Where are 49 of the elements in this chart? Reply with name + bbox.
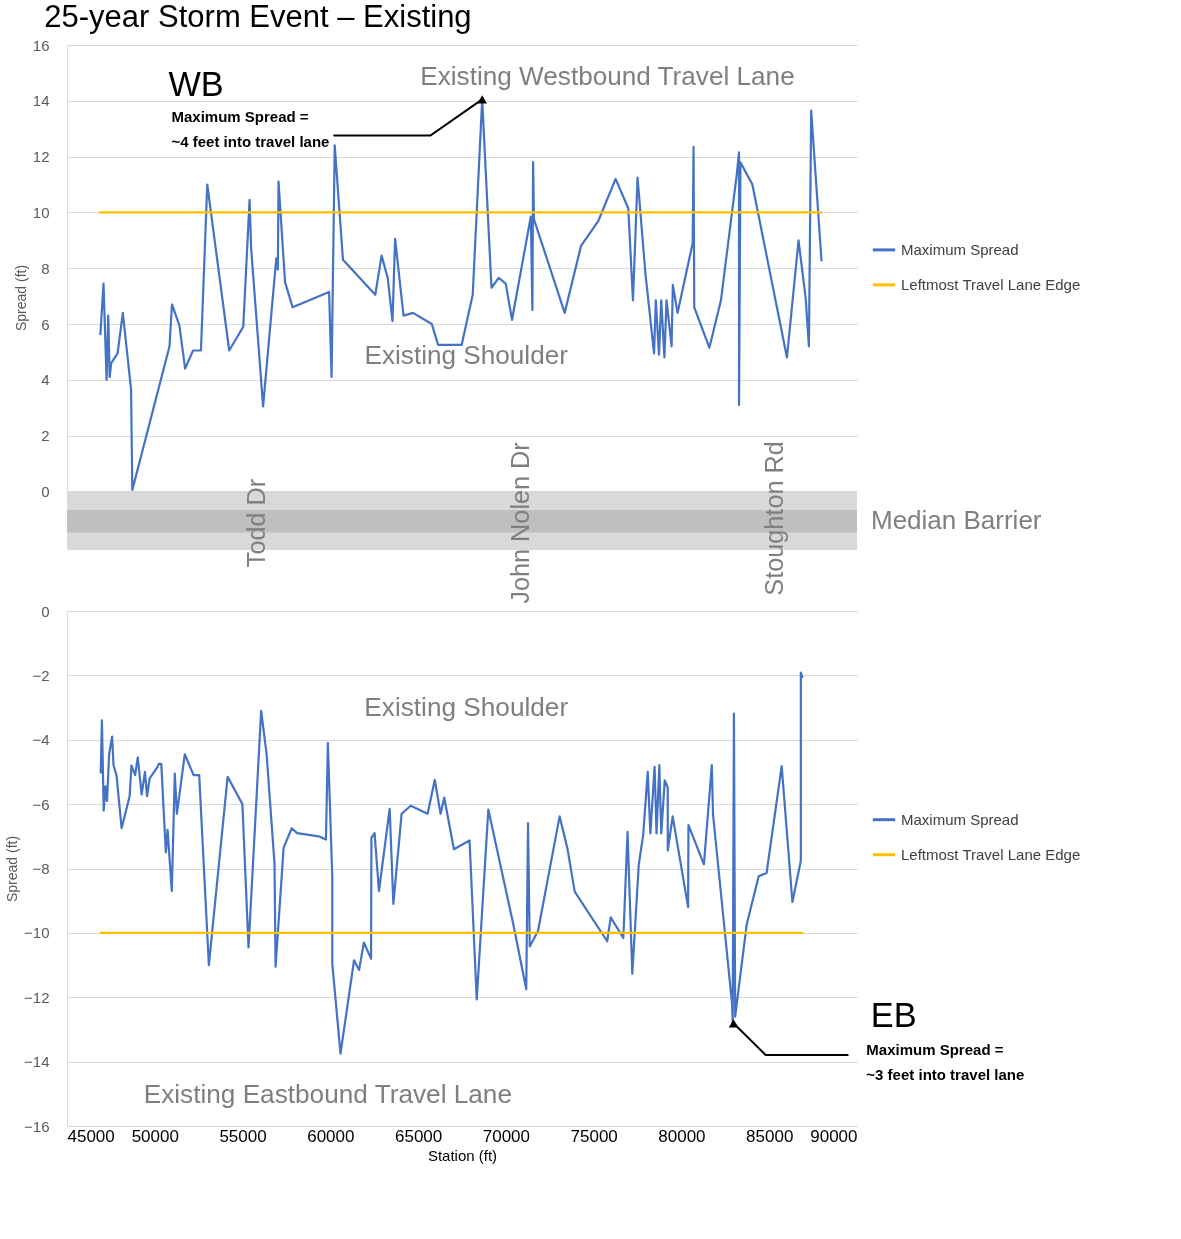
y-tick-label: −12 — [24, 988, 50, 1006]
annotation: Existing Shoulder — [364, 340, 569, 371]
y-tick-label: 10 — [32, 203, 50, 221]
x-tick-label: 55000 — [219, 1126, 267, 1146]
x-tick-label: 75000 — [570, 1126, 618, 1146]
y-tick-label: −2 — [32, 666, 50, 684]
y-tick-label: 0 — [41, 602, 50, 620]
text: EB — [870, 995, 917, 1034]
y-tick-label: 4 — [41, 371, 50, 389]
y-tick-label: 12 — [32, 148, 50, 166]
x-tick-label: 70000 — [482, 1126, 531, 1146]
x-tick-label: 85000 — [746, 1126, 794, 1146]
legend-label: Leftmost Travel Lane Edge — [901, 275, 1081, 293]
legend-label: Maximum Spread — [901, 810, 1019, 828]
annotation: WB — [168, 64, 224, 103]
line-series — [99, 671, 804, 1055]
annotation: Stoughton Rd — [760, 441, 789, 596]
annotation: John Nolen Dr — [505, 442, 534, 604]
x-tick-label: 80000 — [658, 1126, 706, 1146]
y-axis-title: Spread (ft) — [12, 264, 29, 332]
y-tick-label: 6 — [41, 315, 50, 333]
y-axis-title: Spread (ft) — [4, 835, 21, 903]
legend-label: Maximum Spread — [901, 240, 1019, 258]
band-label: Median Barrier — [871, 504, 1042, 535]
y-tick-label: 0 — [41, 482, 50, 500]
x-tick-label: 45000 — [67, 1126, 115, 1146]
annotation: Existing Shoulder — [364, 691, 569, 722]
annotation: Todd Dr — [242, 478, 271, 568]
annotation: Existing Eastbound Travel Lane — [143, 1079, 512, 1110]
y-tick-label: −8 — [32, 860, 50, 877]
y-tick-label: −16 — [24, 1117, 50, 1135]
x-tick-label: 65000 — [394, 1126, 443, 1146]
x-tick-label: 60000 — [307, 1126, 355, 1146]
annotation: Maximum Spread = ~4 feet into travel lane — [171, 108, 330, 151]
legend-label: Leftmost Travel Lane Edge — [901, 845, 1081, 863]
x-tick-label: 90000 — [810, 1126, 858, 1146]
y-tick-label: −4 — [32, 731, 50, 749]
x-axis-title: Station (ft) — [427, 1146, 498, 1164]
y-tick-label: 14 — [32, 92, 50, 110]
y-tick-label: 16 — [32, 36, 50, 54]
annotation: Maximum Spread = ~3 feet into travel lane — [866, 1041, 1025, 1084]
y-tick-label: 2 — [41, 427, 50, 445]
y-tick-label: −10 — [24, 924, 50, 942]
chart-title: 25-year Storm Event – Existing — [44, 0, 472, 34]
y-tick-label: 8 — [41, 259, 50, 277]
y-tick-label: −14 — [24, 1053, 50, 1071]
y-tick-label: −6 — [32, 795, 50, 813]
annotation: Existing Westbound Travel Lane — [420, 60, 795, 91]
x-tick-label: 50000 — [131, 1126, 179, 1146]
